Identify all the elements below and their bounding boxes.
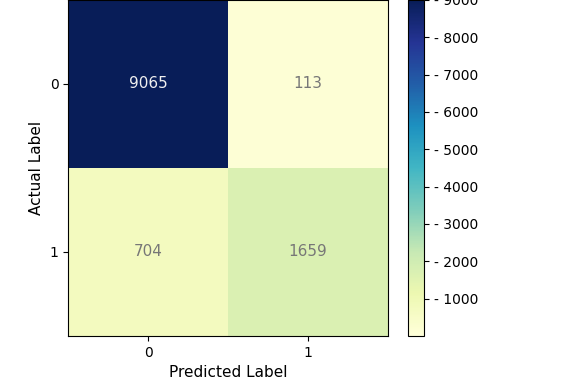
- Text: 9065: 9065: [129, 76, 168, 91]
- Text: 704: 704: [134, 244, 162, 259]
- Text: 1659: 1659: [288, 244, 327, 259]
- Y-axis label: Actual Label: Actual Label: [29, 121, 44, 215]
- Text: 113: 113: [294, 76, 322, 91]
- X-axis label: Predicted Label: Predicted Label: [169, 365, 287, 380]
